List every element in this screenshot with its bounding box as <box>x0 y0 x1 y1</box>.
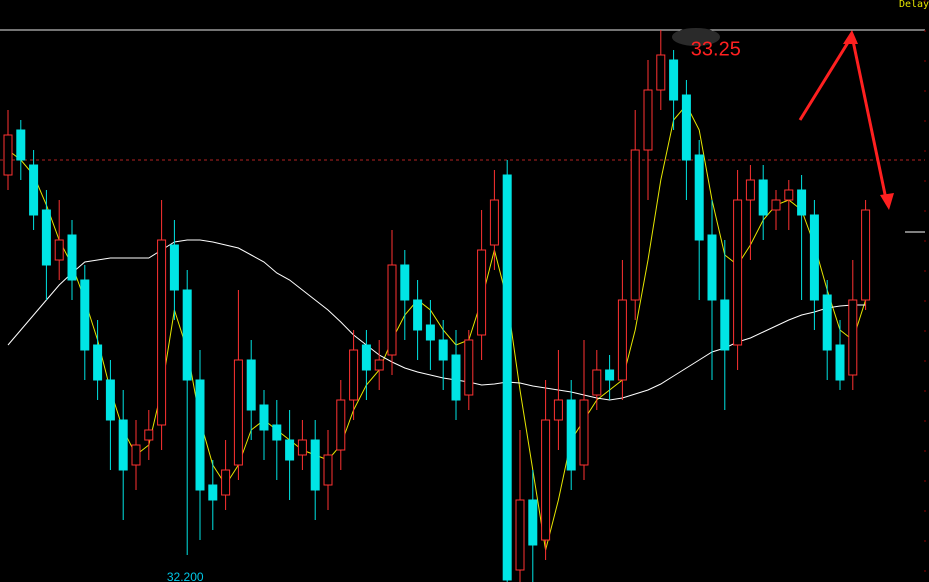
candle-body <box>592 369 602 396</box>
candle-body <box>605 369 615 381</box>
candle-body <box>758 179 768 216</box>
candle-body <box>246 359 256 411</box>
candle-body <box>515 499 525 571</box>
candle-body <box>169 244 179 291</box>
status-label: Delay <box>899 0 929 10</box>
candle-body <box>771 199 781 211</box>
candle-body <box>361 344 371 371</box>
price-annotation: 33.25 <box>691 38 741 60</box>
candle-body <box>41 209 51 266</box>
candle-body <box>259 404 269 431</box>
candle-body <box>54 239 64 261</box>
candle-body <box>733 199 743 346</box>
candle-body <box>694 154 704 241</box>
candle-body <box>579 399 589 466</box>
candle-body <box>3 134 13 176</box>
candle-body <box>80 279 90 351</box>
candle-body <box>323 454 333 486</box>
candle-body <box>374 359 384 371</box>
candle-body <box>29 164 39 216</box>
candle-body <box>297 439 307 456</box>
candle-body <box>720 299 730 351</box>
candle-layer <box>3 30 871 582</box>
candle-body <box>848 299 858 376</box>
reference-layer <box>0 29 925 161</box>
candle-body <box>221 469 231 496</box>
candle-body <box>118 419 128 471</box>
candle-body <box>195 379 205 491</box>
candle-body <box>630 149 640 301</box>
candle-body <box>131 444 141 466</box>
candle-body <box>822 294 832 351</box>
candle-body <box>477 249 487 336</box>
candle-body <box>182 289 192 381</box>
candle-body <box>745 179 755 201</box>
candle-body <box>425 324 435 341</box>
candle-body <box>861 209 871 301</box>
candle-body <box>144 429 154 441</box>
candle-body <box>413 299 423 331</box>
candle-body <box>387 264 397 356</box>
candle-body <box>617 299 627 381</box>
candle-body <box>464 339 474 396</box>
candle-body <box>400 264 410 301</box>
candle-body <box>656 54 666 91</box>
candle-body <box>835 344 845 381</box>
candle-body <box>784 189 794 201</box>
candle-body <box>809 214 819 301</box>
candle-body <box>528 499 538 546</box>
smudge <box>672 28 720 46</box>
candle-body <box>541 419 551 541</box>
candle-body <box>669 59 679 101</box>
candle-body <box>566 399 576 471</box>
arrow-head <box>880 193 894 210</box>
candle-body <box>681 94 691 161</box>
candle-body <box>93 344 103 381</box>
label-layer: 33.25 32.200 <box>167 38 741 582</box>
candle-body <box>285 439 295 461</box>
candle-body <box>553 399 563 421</box>
candle-body <box>157 239 167 426</box>
candle-body <box>16 129 26 161</box>
candle-body <box>208 484 218 501</box>
candle-body <box>272 424 282 441</box>
candle-body <box>438 339 448 361</box>
candle-body <box>67 234 77 281</box>
candle-body <box>451 354 461 401</box>
candle-body <box>336 399 346 451</box>
candle-body <box>310 439 320 491</box>
candle-body <box>233 359 243 466</box>
candle-body <box>643 89 653 151</box>
candle-body <box>489 199 499 246</box>
candle-body <box>707 234 717 301</box>
arrow-head <box>843 30 858 44</box>
price-annotation: 32.200 <box>167 570 204 582</box>
candle-body <box>797 189 807 216</box>
candle-body <box>502 174 512 581</box>
candle-body <box>105 379 115 421</box>
candle-body <box>349 349 359 401</box>
